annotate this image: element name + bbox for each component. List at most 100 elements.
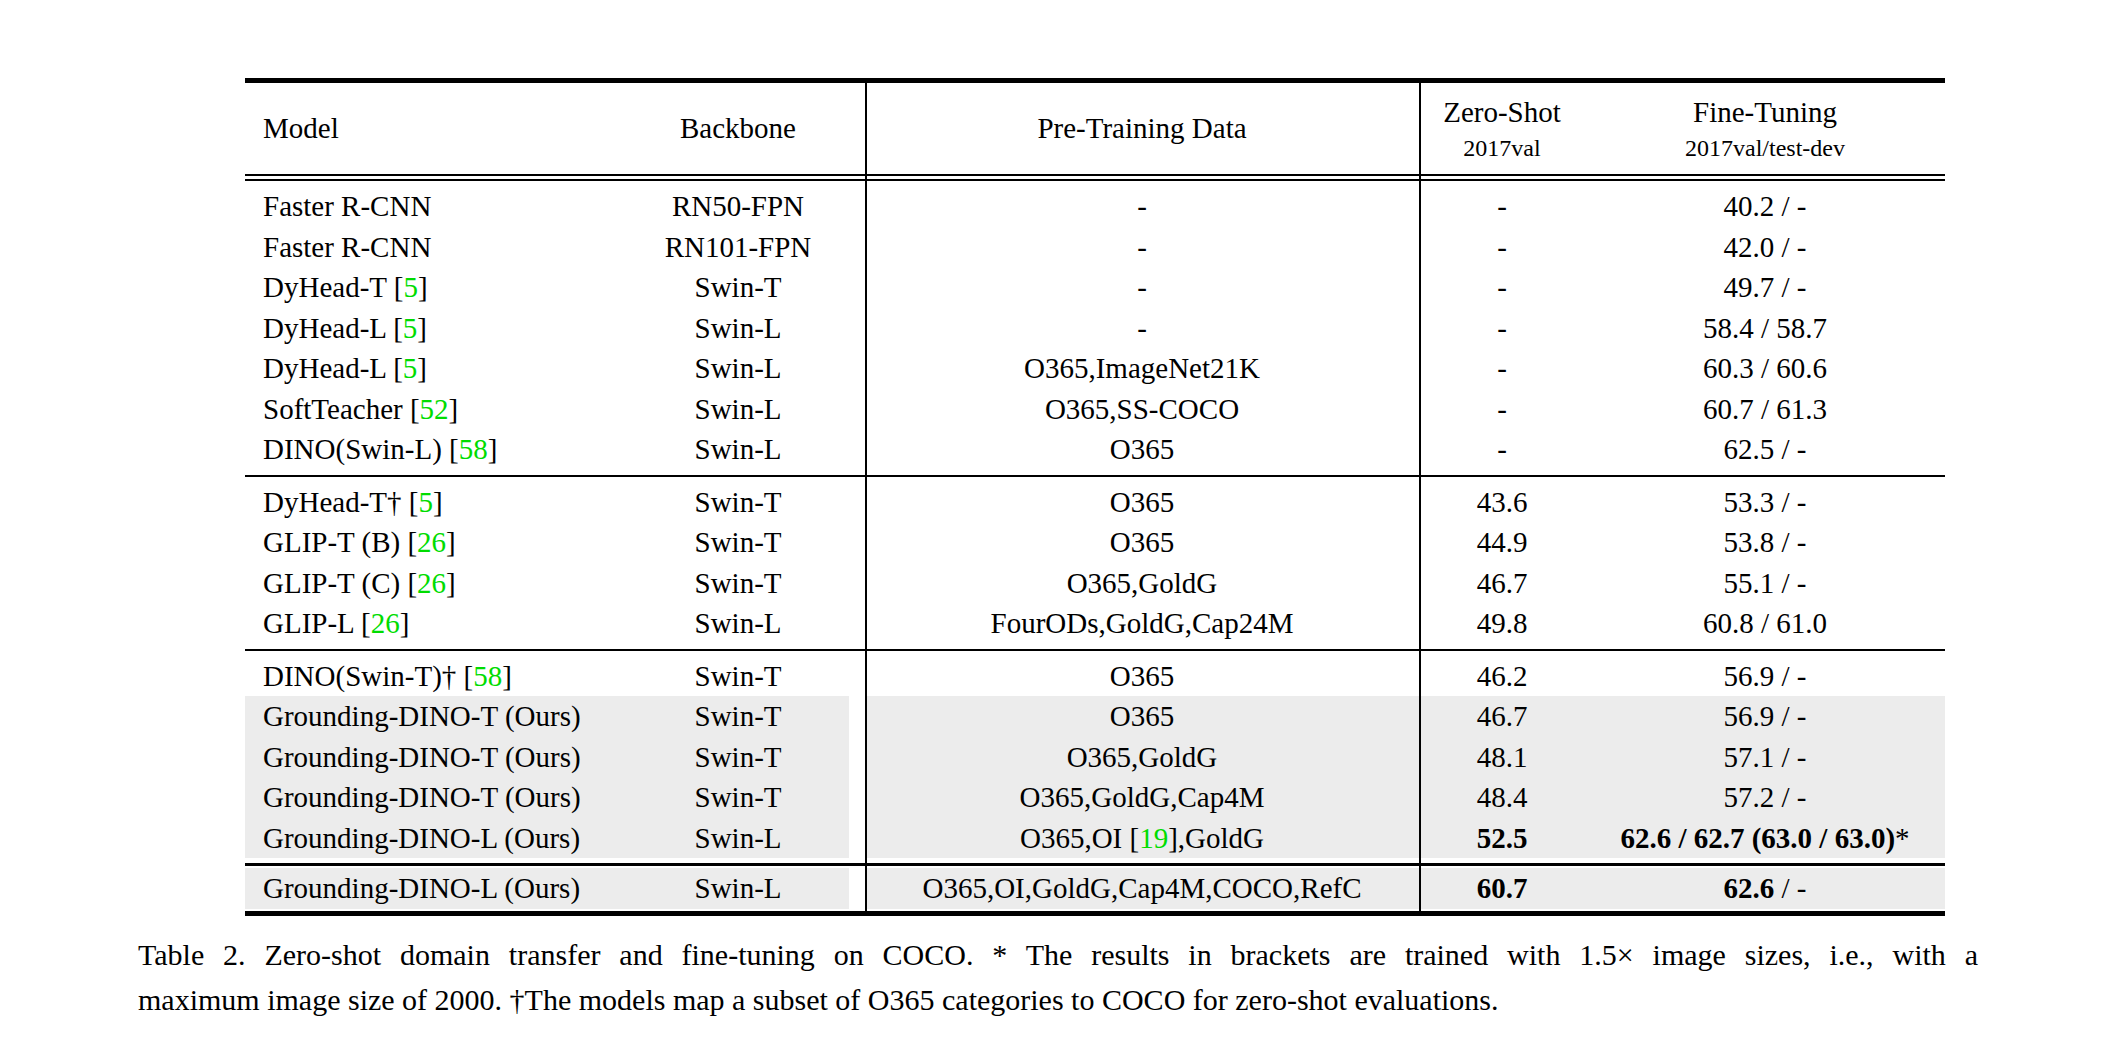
cell-text: DyHead-T† [ [263, 486, 418, 518]
model-cell: DyHead-T† [5] [245, 482, 627, 523]
fine-tuning-cell: 40.2 / - [1585, 186, 1945, 227]
table-body: Faster R-CNNRN50-FPN--40.2 / -Faster R-C… [245, 181, 1945, 911]
zero-shot-cell: 46.7 [1419, 563, 1585, 604]
table-row: Grounding-DINO-L (Ours)Swin-LO365,OI,Gol… [245, 868, 1945, 909]
vertical-rule-backbone-pretraining [865, 83, 867, 911]
column-header-fine-tuning-label: Fine-Tuning [1585, 98, 1945, 127]
citation-link[interactable]: 58 [473, 660, 502, 692]
zero-shot-cell: - [1419, 227, 1585, 268]
citation-link[interactable]: 19 [1139, 822, 1168, 854]
column-header-zero-shot-sub: 2017val [1419, 136, 1585, 160]
cell-text: ] [446, 526, 456, 558]
model-cell: Faster R-CNN [245, 227, 627, 268]
column-gap [849, 868, 865, 909]
citation-link[interactable]: 52 [420, 393, 449, 425]
caption-line-1: Table 2. Zero-shot domain transfer and f… [138, 932, 1978, 977]
fine-tuning-cell: 60.3 / 60.6 [1585, 348, 1945, 389]
cell-text: 62.6 [1724, 872, 1775, 904]
backbone-cell: Swin-L [627, 429, 849, 470]
zero-shot-cell: - [1419, 308, 1585, 349]
pretraining-data-cell: FourODs,GoldG,Cap24M [865, 603, 1419, 644]
backbone-cell: Swin-L [627, 389, 849, 430]
cell-text: ] [433, 486, 443, 518]
column-gap [849, 186, 865, 227]
backbone-cell: Swin-T [627, 563, 849, 604]
pretraining-data-cell: O365,ImageNet21K [865, 348, 1419, 389]
table-row: GLIP-T (C) [26]Swin-TO365,GoldG46.755.1 … [245, 563, 1945, 604]
table-row: DyHead-T† [5]Swin-TO36543.653.3 / - [245, 482, 1945, 523]
citation-link[interactable]: 26 [371, 607, 400, 639]
table-caption: Table 2. Zero-shot domain transfer and f… [138, 932, 1978, 1022]
backbone-cell: RN50-FPN [627, 186, 849, 227]
table-row: DINO(Swin-T)† [58]Swin-TO36546.256.9 / - [245, 656, 1945, 697]
zero-shot-cell: 44.9 [1419, 522, 1585, 563]
cell-text: ] [400, 607, 410, 639]
cell-text: DyHead-T [ [263, 271, 403, 303]
column-gap [849, 83, 865, 174]
cell-text: DyHead-L [ [263, 352, 403, 384]
model-cell: Grounding-DINO-T (Ours) [245, 696, 627, 737]
cell-text: ] [417, 352, 427, 384]
fine-tuning-cell: 56.9 / - [1585, 656, 1945, 697]
cell-text: 62.6 / 62.7 (63.0 / 63.0) [1620, 822, 1895, 854]
fine-tuning-cell: 62.5 / - [1585, 429, 1945, 470]
table-row: Faster R-CNNRN101-FPN--42.0 / - [245, 227, 1945, 268]
zero-shot-cell: - [1419, 267, 1585, 308]
model-cell: Grounding-DINO-T (Ours) [245, 777, 627, 818]
citation-link[interactable]: 5 [403, 271, 418, 303]
column-gap [849, 482, 865, 523]
citation-link[interactable]: 5 [403, 312, 418, 344]
fine-tuning-cell: 62.6 / - [1585, 868, 1945, 909]
pretraining-data-cell: O365,OI,GoldG,Cap4M,COCO,RefC [865, 868, 1419, 909]
column-gap [849, 429, 865, 470]
citation-link[interactable]: 26 [417, 567, 446, 599]
model-cell: GLIP-T (C) [26] [245, 563, 627, 604]
backbone-cell: Swin-T [627, 737, 849, 778]
cell-text: GLIP-L [ [263, 607, 371, 639]
column-header-model: Model [245, 83, 627, 174]
backbone-cell: Swin-T [627, 777, 849, 818]
fine-tuning-cell: 57.2 / - [1585, 777, 1945, 818]
zero-shot-cell: - [1419, 429, 1585, 470]
column-gap [849, 603, 865, 644]
fine-tuning-cell: 60.7 / 61.3 [1585, 389, 1945, 430]
table-row: Grounding-DINO-T (Ours)Swin-TO36546.756.… [245, 696, 1945, 737]
citation-link[interactable]: 58 [459, 433, 488, 465]
fine-tuning-cell: 58.4 / 58.7 [1585, 308, 1945, 349]
zero-shot-cell: 60.7 [1419, 868, 1585, 909]
cell-text: O365,OI [ [1020, 822, 1139, 854]
model-cell: Grounding-DINO-L (Ours) [245, 818, 627, 859]
zero-shot-cell: - [1419, 186, 1585, 227]
cell-text: 60.7 [1477, 872, 1528, 904]
citation-link[interactable]: 5 [418, 486, 433, 518]
cell-text: GLIP-T (C) [ [263, 567, 417, 599]
table-row: Faster R-CNNRN50-FPN--40.2 / - [245, 186, 1945, 227]
column-header-backbone: Backbone [627, 83, 849, 174]
zero-shot-cell: 43.6 [1419, 482, 1585, 523]
table-row: SoftTeacher [52]Swin-LO365,SS-COCO-60.7 … [245, 389, 1945, 430]
cell-text: DyHead-L [ [263, 312, 403, 344]
backbone-cell: Swin-T [627, 656, 849, 697]
pretraining-data-cell: O365 [865, 656, 1419, 697]
cell-text: ],GoldG [1168, 822, 1264, 854]
vertical-rule-pretraining-zeroshot [1419, 83, 1421, 911]
column-header-zero-shot: Zero-Shot 2017val [1419, 83, 1585, 174]
model-cell: DyHead-L [5] [245, 308, 627, 349]
zero-shot-cell: - [1419, 389, 1585, 430]
zero-shot-cell: 46.2 [1419, 656, 1585, 697]
cell-text: GLIP-T (B) [ [263, 526, 417, 558]
model-cell: DINO(Swin-L) [58] [245, 429, 627, 470]
pretraining-data-cell: - [865, 227, 1419, 268]
column-gap [849, 227, 865, 268]
model-cell: DyHead-L [5] [245, 348, 627, 389]
table-block: DINO(Swin-T)† [58]Swin-TO36546.256.9 / -… [245, 649, 1945, 864]
table-block: DyHead-T† [5]Swin-TO36543.653.3 / -GLIP-… [245, 475, 1945, 649]
table-bottom-rule [245, 911, 1945, 916]
pretraining-data-cell: O365,GoldG [865, 737, 1419, 778]
cell-text: SoftTeacher [ [263, 393, 420, 425]
zero-shot-cell: 46.7 [1419, 696, 1585, 737]
backbone-cell: Swin-L [627, 868, 849, 909]
citation-link[interactable]: 5 [403, 352, 418, 384]
citation-link[interactable]: 26 [417, 526, 446, 558]
backbone-cell: Swin-T [627, 482, 849, 523]
